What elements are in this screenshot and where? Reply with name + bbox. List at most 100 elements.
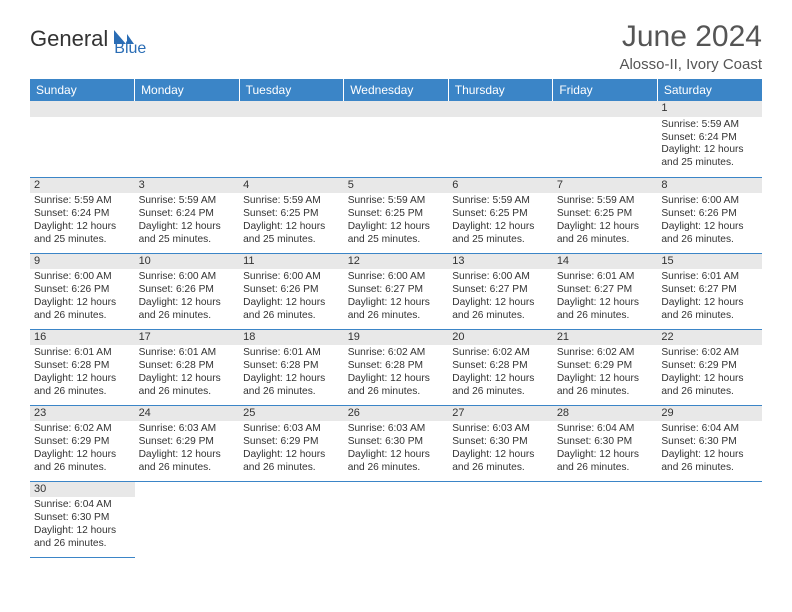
day-number-empty	[553, 101, 658, 117]
calendar-cell: 28Sunrise: 6:04 AMSunset: 6:30 PMDayligh…	[553, 405, 658, 481]
sunrise-text: Sunrise: 6:00 AM	[243, 271, 340, 284]
sunrise-text: Sunrise: 5:59 AM	[34, 195, 131, 208]
sunset-text: Sunset: 6:30 PM	[661, 436, 758, 449]
daylight-text: Daylight: 12 hours and 26 minutes.	[557, 221, 654, 247]
weekday-header: Friday	[553, 79, 658, 101]
day-number: 21	[553, 330, 658, 346]
month-title: June 2024	[619, 20, 762, 54]
day-number: 11	[239, 254, 344, 270]
calendar-table: SundayMondayTuesdayWednesdayThursdayFrid…	[30, 79, 762, 558]
calendar-cell: 13Sunrise: 6:00 AMSunset: 6:27 PMDayligh…	[448, 253, 553, 329]
sunrise-text: Sunrise: 5:59 AM	[243, 195, 340, 208]
sunrise-text: Sunrise: 6:04 AM	[661, 423, 758, 436]
day-number: 15	[657, 254, 762, 270]
day-number-empty	[30, 101, 135, 117]
calendar-cell: 10Sunrise: 6:00 AMSunset: 6:26 PMDayligh…	[135, 253, 240, 329]
calendar-cell: 20Sunrise: 6:02 AMSunset: 6:28 PMDayligh…	[448, 329, 553, 405]
sunset-text: Sunset: 6:29 PM	[661, 360, 758, 373]
daylight-text: Daylight: 12 hours and 26 minutes.	[139, 449, 236, 475]
calendar-cell	[448, 101, 553, 177]
day-number: 2	[30, 178, 135, 194]
day-number: 10	[135, 254, 240, 270]
sunrise-text: Sunrise: 5:59 AM	[557, 195, 654, 208]
sunrise-text: Sunrise: 5:59 AM	[348, 195, 445, 208]
daylight-text: Daylight: 12 hours and 26 minutes.	[139, 297, 236, 323]
calendar-cell: 6Sunrise: 5:59 AMSunset: 6:25 PMDaylight…	[448, 177, 553, 253]
calendar-week-row: 16Sunrise: 6:01 AMSunset: 6:28 PMDayligh…	[30, 329, 762, 405]
location-text: Alosso-II, Ivory Coast	[619, 56, 762, 73]
day-number-empty	[344, 101, 449, 117]
day-number: 18	[239, 330, 344, 346]
calendar-cell: 30Sunrise: 6:04 AMSunset: 6:30 PMDayligh…	[30, 481, 135, 557]
calendar-cell: 4Sunrise: 5:59 AMSunset: 6:25 PMDaylight…	[239, 177, 344, 253]
sunrise-text: Sunrise: 6:01 AM	[139, 347, 236, 360]
daylight-text: Daylight: 12 hours and 26 minutes.	[243, 297, 340, 323]
sunset-text: Sunset: 6:26 PM	[34, 284, 131, 297]
calendar-page: General Blue June 2024 Alosso-II, Ivory …	[0, 0, 792, 578]
daylight-text: Daylight: 12 hours and 25 minutes.	[139, 221, 236, 247]
calendar-week-row: 9Sunrise: 6:00 AMSunset: 6:26 PMDaylight…	[30, 253, 762, 329]
calendar-cell	[239, 481, 344, 557]
daylight-text: Daylight: 12 hours and 26 minutes.	[452, 373, 549, 399]
daylight-text: Daylight: 12 hours and 25 minutes.	[243, 221, 340, 247]
daylight-text: Daylight: 12 hours and 26 minutes.	[557, 297, 654, 323]
calendar-cell	[135, 481, 240, 557]
calendar-body: 1Sunrise: 5:59 AMSunset: 6:24 PMDaylight…	[30, 101, 762, 557]
daylight-text: Daylight: 12 hours and 25 minutes.	[34, 221, 131, 247]
calendar-cell: 7Sunrise: 5:59 AMSunset: 6:25 PMDaylight…	[553, 177, 658, 253]
daylight-text: Daylight: 12 hours and 26 minutes.	[661, 221, 758, 247]
day-number: 7	[553, 178, 658, 194]
sunrise-text: Sunrise: 6:02 AM	[34, 423, 131, 436]
calendar-cell: 19Sunrise: 6:02 AMSunset: 6:28 PMDayligh…	[344, 329, 449, 405]
calendar-cell: 14Sunrise: 6:01 AMSunset: 6:27 PMDayligh…	[553, 253, 658, 329]
day-number: 26	[344, 406, 449, 422]
day-number: 17	[135, 330, 240, 346]
daylight-text: Daylight: 12 hours and 26 minutes.	[34, 449, 131, 475]
sunrise-text: Sunrise: 6:00 AM	[661, 195, 758, 208]
day-number: 25	[239, 406, 344, 422]
sunrise-text: Sunrise: 6:03 AM	[452, 423, 549, 436]
sunrise-text: Sunrise: 6:00 AM	[348, 271, 445, 284]
weekday-header: Monday	[135, 79, 240, 101]
daylight-text: Daylight: 12 hours and 26 minutes.	[243, 373, 340, 399]
sunrise-text: Sunrise: 6:00 AM	[34, 271, 131, 284]
daylight-text: Daylight: 12 hours and 26 minutes.	[34, 373, 131, 399]
calendar-cell: 15Sunrise: 6:01 AMSunset: 6:27 PMDayligh…	[657, 253, 762, 329]
sunrise-text: Sunrise: 5:59 AM	[452, 195, 549, 208]
calendar-week-row: 1Sunrise: 5:59 AMSunset: 6:24 PMDaylight…	[30, 101, 762, 177]
sunrise-text: Sunrise: 6:00 AM	[139, 271, 236, 284]
daylight-text: Daylight: 12 hours and 26 minutes.	[348, 297, 445, 323]
day-number: 22	[657, 330, 762, 346]
weekday-header: Thursday	[448, 79, 553, 101]
sunrise-text: Sunrise: 5:59 AM	[661, 119, 758, 132]
sunset-text: Sunset: 6:30 PM	[34, 512, 131, 525]
sunset-text: Sunset: 6:27 PM	[557, 284, 654, 297]
calendar-cell: 23Sunrise: 6:02 AMSunset: 6:29 PMDayligh…	[30, 405, 135, 481]
weekday-header: Wednesday	[344, 79, 449, 101]
sunrise-text: Sunrise: 6:03 AM	[348, 423, 445, 436]
sunrise-text: Sunrise: 6:01 AM	[661, 271, 758, 284]
daylight-text: Daylight: 12 hours and 26 minutes.	[139, 373, 236, 399]
calendar-thead: SundayMondayTuesdayWednesdayThursdayFrid…	[30, 79, 762, 101]
daylight-text: Daylight: 12 hours and 26 minutes.	[661, 297, 758, 323]
logo-text-blue: Blue	[114, 40, 146, 58]
calendar-cell	[135, 101, 240, 177]
day-number: 12	[344, 254, 449, 270]
calendar-cell: 22Sunrise: 6:02 AMSunset: 6:29 PMDayligh…	[657, 329, 762, 405]
calendar-cell: 1Sunrise: 5:59 AMSunset: 6:24 PMDaylight…	[657, 101, 762, 177]
day-number: 29	[657, 406, 762, 422]
daylight-text: Daylight: 12 hours and 26 minutes.	[243, 449, 340, 475]
calendar-week-row: 30Sunrise: 6:04 AMSunset: 6:30 PMDayligh…	[30, 481, 762, 557]
sunset-text: Sunset: 6:26 PM	[139, 284, 236, 297]
daylight-text: Daylight: 12 hours and 25 minutes.	[452, 221, 549, 247]
sunrise-text: Sunrise: 6:01 AM	[243, 347, 340, 360]
daylight-text: Daylight: 12 hours and 26 minutes.	[661, 449, 758, 475]
weekday-header: Saturday	[657, 79, 762, 101]
calendar-cell: 18Sunrise: 6:01 AMSunset: 6:28 PMDayligh…	[239, 329, 344, 405]
day-number: 4	[239, 178, 344, 194]
day-number: 8	[657, 178, 762, 194]
sunset-text: Sunset: 6:27 PM	[661, 284, 758, 297]
sunset-text: Sunset: 6:30 PM	[348, 436, 445, 449]
logo-text-general: General	[30, 26, 108, 52]
calendar-cell: 9Sunrise: 6:00 AMSunset: 6:26 PMDaylight…	[30, 253, 135, 329]
